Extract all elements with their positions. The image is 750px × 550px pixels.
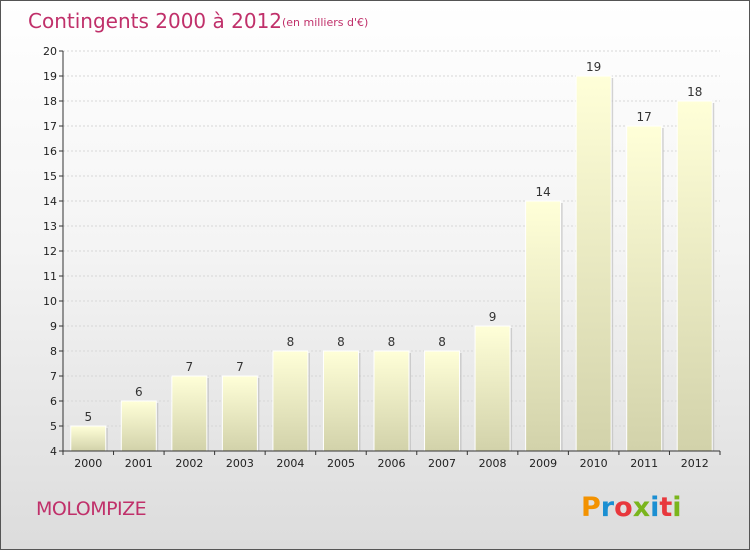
bar bbox=[575, 75, 612, 452]
y-tick-label: 13 bbox=[43, 220, 57, 233]
bar bbox=[626, 125, 663, 452]
bars: 5 6 7 7 8 8 8 8 9 14 19 17 18 bbox=[70, 60, 715, 452]
y-tick-label: 9 bbox=[50, 320, 57, 333]
x-tick-label: 2007 bbox=[428, 457, 456, 470]
bar-value-label: 17 bbox=[637, 110, 652, 124]
bar bbox=[474, 325, 511, 452]
x-tick-label: 2003 bbox=[226, 457, 254, 470]
bar bbox=[424, 350, 461, 452]
x-tick-label: 2005 bbox=[327, 457, 355, 470]
axes: 4 5 6 7 8 9 10 11 12 13 14 15 16 17 18 19 20 2000 2001 2002… bbox=[43, 45, 721, 470]
x-tick-label: 2010 bbox=[580, 457, 608, 470]
bar-value-label: 8 bbox=[287, 335, 295, 349]
bar bbox=[120, 400, 157, 452]
bar-value-label: 8 bbox=[337, 335, 345, 349]
bar-value-label: 19 bbox=[586, 60, 601, 74]
bar-value-label: 9 bbox=[489, 310, 497, 324]
bar bbox=[322, 350, 359, 452]
bar bbox=[171, 375, 208, 452]
y-tick-label: 14 bbox=[43, 195, 57, 208]
logo-letter: t bbox=[659, 492, 672, 523]
x-tick-label: 2006 bbox=[378, 457, 406, 470]
logo-letter: P bbox=[581, 492, 601, 523]
bar bbox=[70, 425, 107, 452]
y-tick-label: 20 bbox=[43, 45, 57, 58]
bar bbox=[272, 350, 309, 452]
y-tick-label: 12 bbox=[43, 245, 57, 258]
logo-letter: r bbox=[601, 492, 615, 523]
bar-value-label: 8 bbox=[388, 335, 396, 349]
bar-value-label: 6 bbox=[135, 385, 143, 399]
logo-letter: i bbox=[650, 492, 659, 523]
x-tick-label: 2009 bbox=[529, 457, 557, 470]
y-tick-label: 6 bbox=[50, 395, 57, 408]
chart-title: Contingents 2000 à 2012 bbox=[28, 9, 282, 33]
y-tick-label: 7 bbox=[50, 370, 57, 383]
y-tick-label: 8 bbox=[50, 345, 57, 358]
x-tick-label: 2011 bbox=[630, 457, 658, 470]
bar bbox=[221, 375, 258, 452]
chart-subtitle: (en milliers d'€) bbox=[282, 16, 368, 29]
x-tick-label: 2002 bbox=[175, 457, 203, 470]
proxiti-logo: Proxiti bbox=[581, 492, 682, 523]
y-tick-label: 16 bbox=[43, 145, 57, 158]
logo-letter: i bbox=[672, 492, 681, 523]
bar-value-label: 8 bbox=[438, 335, 446, 349]
x-tick-label: 2008 bbox=[479, 457, 507, 470]
y-tick-label: 10 bbox=[43, 295, 57, 308]
bar-value-label: 14 bbox=[535, 185, 550, 199]
place-name: MOLOMPIZE bbox=[36, 498, 146, 520]
bar-value-label: 5 bbox=[84, 410, 92, 424]
bar bbox=[525, 200, 562, 452]
y-tick-label: 19 bbox=[43, 70, 57, 83]
x-tick-label: 2012 bbox=[681, 457, 709, 470]
bar-value-label: 7 bbox=[186, 360, 194, 374]
x-tick-label: 2000 bbox=[74, 457, 102, 470]
logo-letter: o bbox=[614, 492, 633, 523]
y-tick-label: 11 bbox=[43, 270, 57, 283]
bar bbox=[373, 350, 410, 452]
bar-value-label: 18 bbox=[687, 85, 702, 99]
x-tick-label: 2001 bbox=[125, 457, 153, 470]
x-tick-label: 2004 bbox=[276, 457, 304, 470]
y-tick-label: 15 bbox=[43, 170, 57, 183]
bar bbox=[676, 100, 713, 452]
bar-value-label: 7 bbox=[236, 360, 244, 374]
y-tick-label: 17 bbox=[43, 120, 57, 133]
y-tick-label: 4 bbox=[50, 445, 57, 458]
logo-letter: x bbox=[633, 492, 650, 523]
y-tick-label: 5 bbox=[50, 420, 57, 433]
y-tick-label: 18 bbox=[43, 95, 57, 108]
